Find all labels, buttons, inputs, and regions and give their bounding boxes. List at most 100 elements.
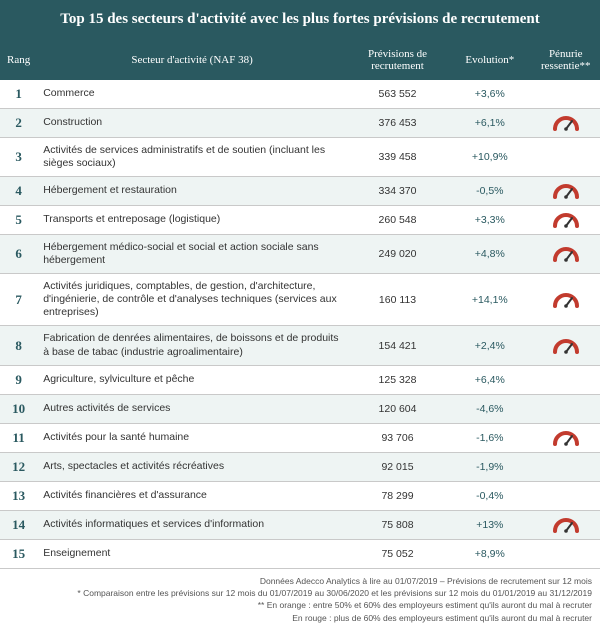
cell-penury [532, 423, 600, 452]
cell-rank: 8 [0, 326, 37, 365]
table-row: 8Fabrication de denrées alimentaires, de… [0, 326, 600, 365]
cell-rank: 13 [0, 481, 37, 510]
cell-rank: 1 [0, 80, 37, 109]
cell-penury [532, 394, 600, 423]
col-rank: Rang [0, 40, 37, 80]
cell-sector: Fabrication de denrées alimentaires, de … [37, 326, 347, 365]
cell-sector: Activités de services administratifs et … [37, 137, 347, 176]
table-row: 15Enseignement75 052+8,9% [0, 539, 600, 568]
cell-sector: Activités financières et d'assurance [37, 481, 347, 510]
gauge-icon [553, 430, 579, 446]
cell-penury [532, 326, 600, 365]
table-row: 14Activités informatiques et services d'… [0, 510, 600, 539]
gauge-icon [553, 292, 579, 308]
table-row: 12Arts, spectacles et activités récréati… [0, 452, 600, 481]
cell-prev: 334 370 [347, 176, 448, 205]
cell-sector: Activités pour la santé humaine [37, 423, 347, 452]
cell-evo: +6,1% [448, 108, 531, 137]
gauge-icon [553, 517, 579, 533]
cell-prev: 376 453 [347, 108, 448, 137]
cell-prev: 78 299 [347, 481, 448, 510]
cell-sector: Enseignement [37, 539, 347, 568]
table-row: 2Construction376 453+6,1% [0, 108, 600, 137]
cell-prev: 160 113 [347, 274, 448, 326]
cell-penury [532, 274, 600, 326]
cell-sector: Hébergement médico-social et social et a… [37, 234, 347, 273]
table-row: 1Commerce563 552+3,6% [0, 80, 600, 109]
table-row: 6Hébergement médico-social et social et … [0, 234, 600, 273]
gauge-icon [553, 338, 579, 354]
table-row: 3Activités de services administratifs et… [0, 137, 600, 176]
cell-rank: 6 [0, 234, 37, 273]
cell-sector: Autres activités de services [37, 394, 347, 423]
cell-evo: -0,4% [448, 481, 531, 510]
cell-penury [532, 481, 600, 510]
cell-rank: 15 [0, 539, 37, 568]
cell-prev: 92 015 [347, 452, 448, 481]
cell-rank: 12 [0, 452, 37, 481]
cell-evo: -1,9% [448, 452, 531, 481]
cell-evo: +6,4% [448, 365, 531, 394]
cell-rank: 4 [0, 176, 37, 205]
col-penury: Pénurie ressentie** [532, 40, 600, 80]
cell-evo: +4,8% [448, 234, 531, 273]
footnote-line: Données Adecco Analytics à lire au 01/07… [8, 575, 592, 587]
footnote-line: En rouge : plus de 60% des employeurs es… [8, 612, 592, 624]
cell-evo: +10,9% [448, 137, 531, 176]
footnote-line: * Comparaison entre les prévisions sur 1… [8, 587, 592, 599]
cell-rank: 14 [0, 510, 37, 539]
col-prev: Prévisions de recrutement [347, 40, 448, 80]
table-row: 7Activités juridiques, comptables, de ge… [0, 274, 600, 326]
cell-prev: 75 052 [347, 539, 448, 568]
cell-evo: -4,6% [448, 394, 531, 423]
cell-evo: +3,3% [448, 205, 531, 234]
cell-prev: 339 458 [347, 137, 448, 176]
footnote-line: ** En orange : entre 50% et 60% des empl… [8, 599, 592, 611]
cell-sector: Hébergement et restauration [37, 176, 347, 205]
cell-penury [532, 452, 600, 481]
cell-prev: 249 020 [347, 234, 448, 273]
cell-sector: Commerce [37, 80, 347, 109]
gauge-icon [553, 183, 579, 199]
cell-prev: 125 328 [347, 365, 448, 394]
table-row: 9Agriculture, sylviculture et pêche125 3… [0, 365, 600, 394]
table-row: 11Activités pour la santé humaine93 706-… [0, 423, 600, 452]
gauge-icon [553, 115, 579, 131]
cell-rank: 9 [0, 365, 37, 394]
cell-prev: 260 548 [347, 205, 448, 234]
cell-prev: 154 421 [347, 326, 448, 365]
cell-sector: Transports et entreposage (logistique) [37, 205, 347, 234]
cell-penury [532, 80, 600, 109]
col-evo: Evolution* [448, 40, 531, 80]
cell-evo: -1,6% [448, 423, 531, 452]
cell-penury [532, 137, 600, 176]
cell-penury [532, 205, 600, 234]
cell-sector: Arts, spectacles et activités récréative… [37, 452, 347, 481]
cell-penury [532, 365, 600, 394]
cell-rank: 7 [0, 274, 37, 326]
table-row: 5Transports et entreposage (logistique)2… [0, 205, 600, 234]
cell-prev: 93 706 [347, 423, 448, 452]
cell-evo: +13% [448, 510, 531, 539]
gauge-icon [553, 246, 579, 262]
cell-prev: 563 552 [347, 80, 448, 109]
col-sector: Secteur d'activité (NAF 38) [37, 40, 347, 80]
cell-sector: Activités informatiques et services d'in… [37, 510, 347, 539]
table-container: Top 15 des secteurs d'activité avec les … [0, 0, 600, 634]
cell-rank: 3 [0, 137, 37, 176]
cell-penury [532, 539, 600, 568]
cell-sector: Agriculture, sylviculture et pêche [37, 365, 347, 394]
cell-evo: +14,1% [448, 274, 531, 326]
cell-evo: +3,6% [448, 80, 531, 109]
cell-rank: 5 [0, 205, 37, 234]
cell-rank: 11 [0, 423, 37, 452]
cell-penury [532, 510, 600, 539]
cell-evo: +2,4% [448, 326, 531, 365]
footnotes: Données Adecco Analytics à lire au 01/07… [0, 569, 600, 634]
cell-penury [532, 108, 600, 137]
cell-rank: 2 [0, 108, 37, 137]
table-row: 4Hébergement et restauration334 370-0,5% [0, 176, 600, 205]
cell-penury [532, 176, 600, 205]
cell-penury [532, 234, 600, 273]
gauge-icon [553, 212, 579, 228]
